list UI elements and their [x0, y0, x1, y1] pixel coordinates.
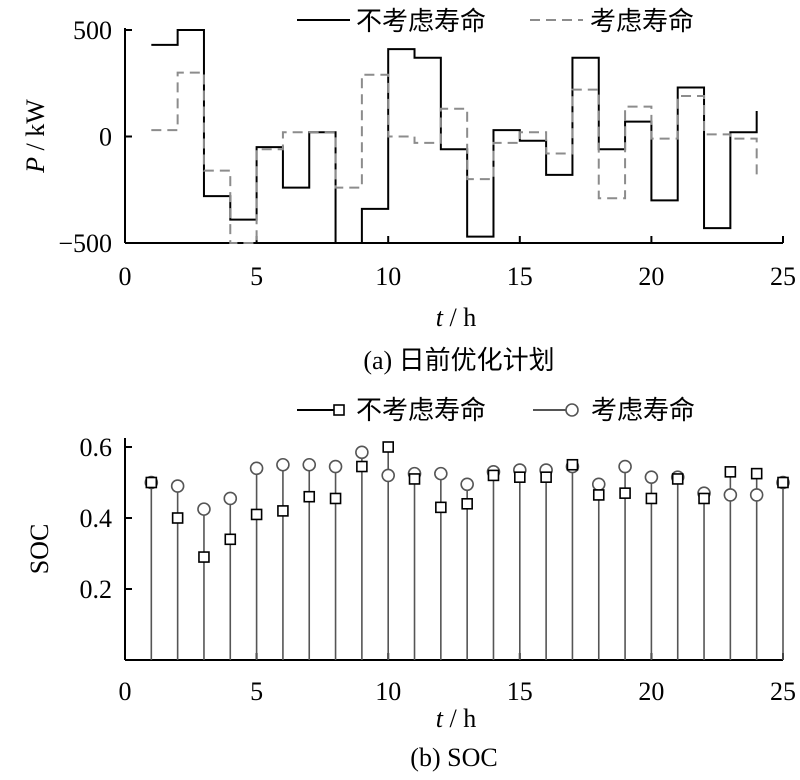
panel-b-y-tick-label-0: 0.2	[80, 575, 113, 604]
panel-a-x-tick-label-0: 0	[119, 262, 132, 291]
panel-b-square-point-15	[540, 471, 552, 483]
panel-b-circle-point-6	[302, 457, 317, 472]
panel-b-square-point-6	[303, 490, 316, 503]
panel-b-circle-point-11	[434, 466, 448, 481]
panel-b-square-point-0	[145, 476, 158, 489]
panel-b-circle-point-23	[749, 488, 764, 502]
panel-b-square-point-12	[461, 497, 473, 510]
panel-b-legend: 不考虑寿命 考虑寿命	[297, 396, 695, 425]
panel-b-square-point-3	[224, 533, 237, 546]
panel-b-square-point-14	[513, 471, 526, 483]
panel-b-circle-point-2	[197, 502, 211, 516]
panel-a-caption: (a) 日前优化计划	[363, 346, 554, 375]
panel-a-legend: 不考虑寿命 考虑寿命	[297, 7, 694, 36]
panel-b-square-point-9	[382, 441, 395, 453]
panel-b-square-point-4	[250, 508, 263, 521]
panel-b-circle-point-1	[170, 479, 185, 493]
panel-a-series-0-line	[151, 29, 758, 244]
panel-b-square-point-23	[750, 467, 763, 480]
panel-b-square-point-22	[724, 466, 737, 478]
panel-b-square-point-5	[277, 505, 289, 517]
panel-b-square-point-7	[329, 492, 342, 505]
panel-b-square-point-10	[408, 473, 421, 485]
panel-a-x-tick-label-5: 25	[770, 262, 796, 291]
panel-b-square-point-8	[356, 460, 368, 473]
panel-b-x-tick-label-5: 25	[770, 677, 796, 706]
panel-b-y-tick-label-1: 0.4	[80, 504, 113, 533]
panel-b-circle-point-18	[618, 459, 632, 474]
panel-a-y-tick-label-2: −500	[58, 229, 112, 258]
panel-b-square-point-1	[171, 512, 184, 524]
panel-b-circle-point-3	[223, 491, 238, 506]
panel-b-square-point-11	[435, 501, 447, 514]
panel-b-caption: (b) SOC	[410, 743, 497, 772]
panel-b-legend-square-marker	[333, 404, 345, 416]
panel-a-series	[151, 29, 758, 244]
panel-b-legend-label-0: 不考虑寿命	[356, 396, 486, 425]
panel-b-legend-label-1: 考虑寿命	[591, 396, 695, 425]
panel-b-square-point-16	[566, 458, 579, 471]
panel-b-square-point-24	[777, 476, 789, 489]
panel-b-circle-point-17	[591, 477, 606, 492]
panel-b-circle-point-8	[355, 445, 369, 460]
panel-a-y-tick-label-0: 500	[73, 16, 112, 45]
panel-b-x-tick-label-0: 0	[119, 677, 132, 706]
panel-b-square-point-13	[487, 469, 500, 482]
panel-a-y-tick-label-1: 0	[99, 123, 112, 152]
panel-b-square-point-2	[198, 551, 210, 563]
panel-b-circle-point-9	[381, 468, 396, 483]
panel-b-square-point-21	[698, 492, 710, 505]
panel-b-x-tick-label-2: 10	[375, 677, 401, 706]
panel-b-y-tick-label-2: 0.6	[80, 433, 113, 462]
panel-b-series	[144, 441, 790, 660]
panel-b-circle-point-19	[644, 470, 659, 484]
panel-b-square-point-17	[592, 489, 605, 501]
panel-b-square-point-20	[671, 473, 684, 485]
panel-b: 0 5 10 15 20 25 0.2 0.4 0.6 不考虑寿命 考虑寿命 SOC t / h…	[25, 396, 796, 772]
panel-b-circle-point-12	[460, 477, 474, 492]
panel-a-x-label: t / h	[436, 303, 476, 332]
panel-b-x-tick-label-3: 15	[507, 677, 533, 706]
panel-a-x-tick-label-3: 15	[507, 262, 533, 291]
panel-a-legend-label-1: 考虑寿命	[590, 7, 694, 36]
panel-b-circle-point-22	[723, 488, 738, 502]
panel-a-x-tick-label-2: 10	[375, 262, 401, 291]
panel-b-ticks: 0 5 10 15 20 25 0.2 0.4 0.6	[80, 433, 797, 706]
panel-b-x-label: t / h	[436, 704, 476, 733]
panel-b-y-label: SOC	[25, 524, 54, 575]
panel-b-circle-point-4	[249, 461, 264, 476]
panel-b-circle-point-7	[328, 459, 343, 474]
panel-b-x-tick-label-1: 5	[250, 677, 263, 706]
panel-b-x-tick-label-4: 20	[638, 677, 664, 706]
panel-b-circle-point-5	[276, 457, 290, 472]
panel-a-x-tick-label-4: 20	[638, 262, 664, 291]
panel-b-square-point-19	[645, 492, 658, 505]
panel-b-legend-circle-marker	[565, 403, 579, 417]
panel-a-x-tick-label-1: 5	[250, 262, 263, 291]
panel-a-series-1-line	[151, 71, 758, 244]
panel-b-square-point-18	[619, 487, 631, 499]
panel-a-y-label: P / kW	[21, 99, 50, 174]
panel-a-legend-label-0: 不考虑寿命	[356, 7, 486, 36]
